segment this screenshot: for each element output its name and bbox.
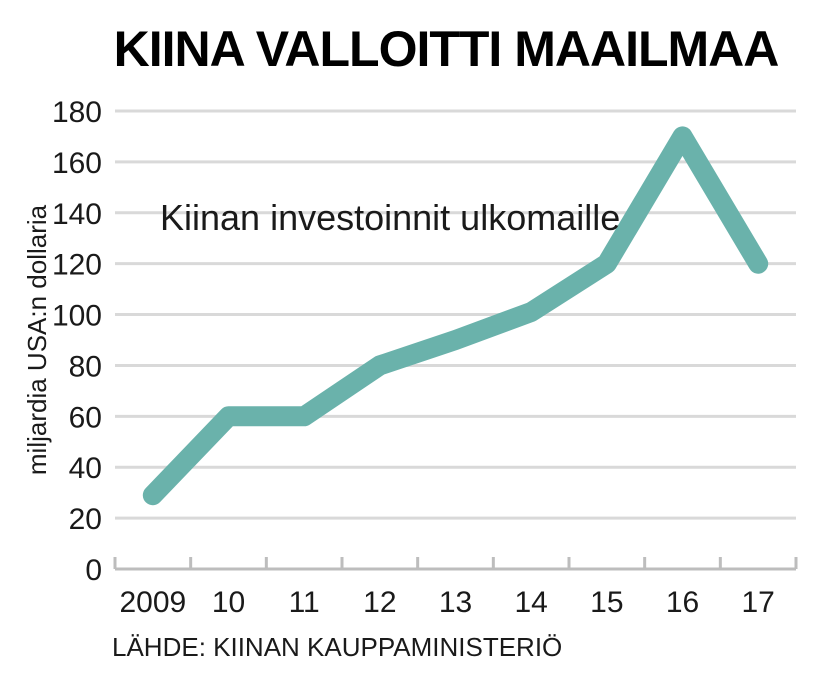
chart-title: KIINA VALLOITTI MAAILMAA bbox=[114, 21, 779, 77]
y-tick-label: 140 bbox=[52, 198, 102, 231]
source-note: LÄHDE: KIINAN KAUPPAMINISTERIÖ bbox=[112, 632, 562, 662]
x-tick-label: 10 bbox=[212, 586, 245, 619]
x-ticks bbox=[113, 557, 798, 569]
y-axis-label: miljardia USA:n dollaria bbox=[22, 204, 52, 475]
y-tick-label: 100 bbox=[52, 300, 102, 333]
y-tick-label: 0 bbox=[85, 554, 102, 587]
x-tick-label: 15 bbox=[590, 586, 623, 619]
y-tick-label: 160 bbox=[52, 147, 102, 180]
y-tick-label: 20 bbox=[69, 503, 102, 536]
x-tick-label: 2009 bbox=[119, 586, 186, 619]
x-tick-label: 14 bbox=[514, 586, 547, 619]
y-tick-label: 40 bbox=[69, 452, 102, 485]
y-tick-label: 120 bbox=[52, 249, 102, 282]
x-tick-label: 16 bbox=[666, 586, 699, 619]
x-tick-label: 13 bbox=[439, 586, 472, 619]
series-line bbox=[142, 126, 769, 506]
x-tick-label: 11 bbox=[289, 586, 320, 619]
x-tick-label: 12 bbox=[363, 586, 396, 619]
y-tick-label: 60 bbox=[69, 401, 102, 434]
y-tick-label: 180 bbox=[52, 96, 102, 129]
x-tick-labels: 2009 10 11 12 13 14 15 16 17 bbox=[119, 586, 774, 619]
series-annotation: Kiinan investoinnit ulkomaille bbox=[160, 197, 620, 238]
y-tick-labels: 0 20 40 60 80 100 120 140 160 180 bbox=[52, 96, 102, 587]
x-tick-label: 17 bbox=[741, 586, 774, 619]
y-tick-label: 80 bbox=[69, 350, 102, 383]
